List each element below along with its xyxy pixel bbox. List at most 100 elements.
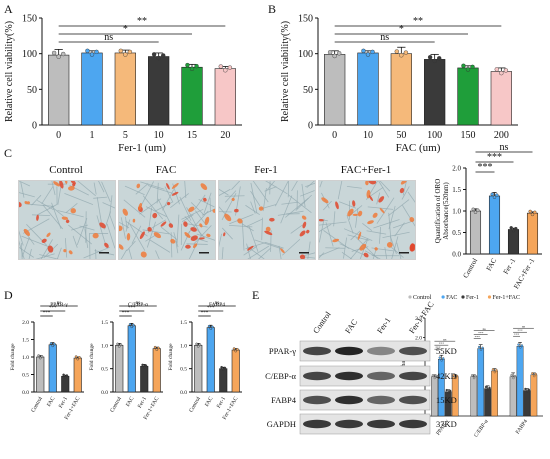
- data-point: [76, 357, 80, 361]
- x-tick-label: FAC: [46, 396, 57, 408]
- lipid-droplet: [409, 217, 415, 222]
- lipid-droplet: [347, 208, 354, 217]
- panel-letter-a: A: [4, 2, 13, 16]
- y-tick-label: 50: [303, 85, 313, 96]
- bar: [61, 375, 70, 393]
- cell-fiber: [402, 205, 415, 227]
- lipid-droplet: [372, 212, 378, 218]
- y-axis-label: Fold change: [89, 343, 95, 371]
- cell-fiber: [229, 224, 253, 228]
- lipid-droplet: [319, 219, 324, 222]
- cell-fiber: [391, 236, 399, 259]
- cell-fiber: [337, 181, 343, 200]
- data-point: [449, 389, 452, 393]
- cell-fiber: [306, 181, 315, 189]
- data-point: [447, 391, 450, 395]
- bar: [181, 66, 203, 126]
- data-point: [220, 365, 223, 369]
- chart-title: C/EBP-α: [128, 302, 148, 308]
- data-point: [433, 376, 436, 380]
- data-point: [337, 51, 342, 56]
- data-point: [484, 385, 488, 389]
- cell-fiber: [120, 249, 128, 259]
- cell-fiber: [131, 225, 142, 244]
- lipid-droplet: [153, 232, 162, 239]
- data-point: [37, 354, 40, 357]
- legend-label: Control: [413, 295, 432, 301]
- lipid-droplet: [171, 191, 179, 196]
- cell-fiber: [179, 196, 192, 221]
- x-tick-label: Control: [109, 396, 123, 414]
- lipid-droplet: [231, 197, 235, 202]
- data-point: [534, 372, 537, 376]
- cell-fiber: [160, 226, 178, 241]
- lipid-droplet: [223, 232, 226, 237]
- cell-fiber: [76, 218, 88, 246]
- cell-fiber: [392, 220, 415, 229]
- bar: [48, 54, 70, 126]
- lipid-droplet: [399, 187, 405, 194]
- cell-fiber: [142, 229, 170, 235]
- lipid-droplet: [306, 229, 310, 234]
- bar: [206, 327, 215, 393]
- cell-fiber: [176, 214, 180, 244]
- lipid-droplet: [199, 223, 203, 228]
- data-point: [481, 346, 484, 349]
- bar: [219, 368, 228, 393]
- bar: [357, 52, 379, 126]
- x-tick-label: C/EBP-α: [473, 419, 489, 439]
- data-point: [499, 70, 504, 76]
- bar: [491, 370, 498, 417]
- lipid-droplet: [64, 181, 68, 184]
- data-point: [53, 342, 56, 346]
- data-point: [155, 348, 159, 351]
- data-point: [526, 390, 529, 393]
- cell-fiber: [241, 223, 254, 232]
- cell-fiber: [396, 242, 402, 259]
- data-point: [332, 53, 337, 59]
- lipid-droplet: [136, 183, 141, 189]
- cell-fiber: [339, 201, 357, 209]
- cell-fiber: [201, 208, 215, 216]
- cell-fiber: [262, 188, 267, 212]
- data-point: [440, 359, 443, 362]
- cell-fiber: [190, 202, 205, 216]
- data-point: [63, 375, 67, 379]
- cell-fiber: [51, 181, 56, 196]
- cell-fiber: [142, 195, 164, 220]
- cell-fiber: [343, 237, 348, 259]
- lipid-droplet: [321, 197, 329, 204]
- lipid-droplet: [299, 230, 306, 237]
- significance-label: ns: [500, 142, 509, 153]
- cell-fiber: [139, 198, 162, 215]
- cell-fiber: [247, 245, 270, 259]
- data-point: [194, 63, 199, 69]
- lipid-droplet: [269, 217, 275, 222]
- lipid-droplet: [357, 231, 362, 240]
- data-point: [477, 345, 481, 349]
- data-point: [365, 52, 371, 57]
- x-axis-label: Fer-1 (um): [118, 142, 166, 154]
- cell-fiber: [129, 223, 146, 251]
- micro-image-fac: [118, 180, 216, 260]
- blot-strip: [299, 389, 431, 411]
- lipid-droplet: [26, 201, 31, 205]
- significance-label: **: [413, 16, 423, 27]
- blot-row-label: PPAR-γ: [269, 346, 296, 356]
- data-point: [132, 323, 135, 327]
- x-tick-label: 0: [332, 130, 337, 141]
- blot-band: [335, 371, 363, 381]
- micro-label-fer1: Fer-1: [254, 164, 278, 176]
- blot-kd-label: 55KD: [436, 346, 457, 356]
- cell-fiber: [128, 248, 133, 259]
- cell-fiber: [181, 208, 204, 220]
- cell-fiber: [125, 219, 131, 232]
- data-point: [234, 349, 238, 353]
- lipid-droplet: [280, 248, 285, 254]
- lipid-droplet: [168, 223, 174, 228]
- data-point: [370, 49, 375, 55]
- y-axis-label: Quantification of ORO: [434, 179, 442, 244]
- bar: [231, 349, 240, 393]
- cell-fiber: [193, 225, 212, 245]
- data-point: [51, 50, 57, 56]
